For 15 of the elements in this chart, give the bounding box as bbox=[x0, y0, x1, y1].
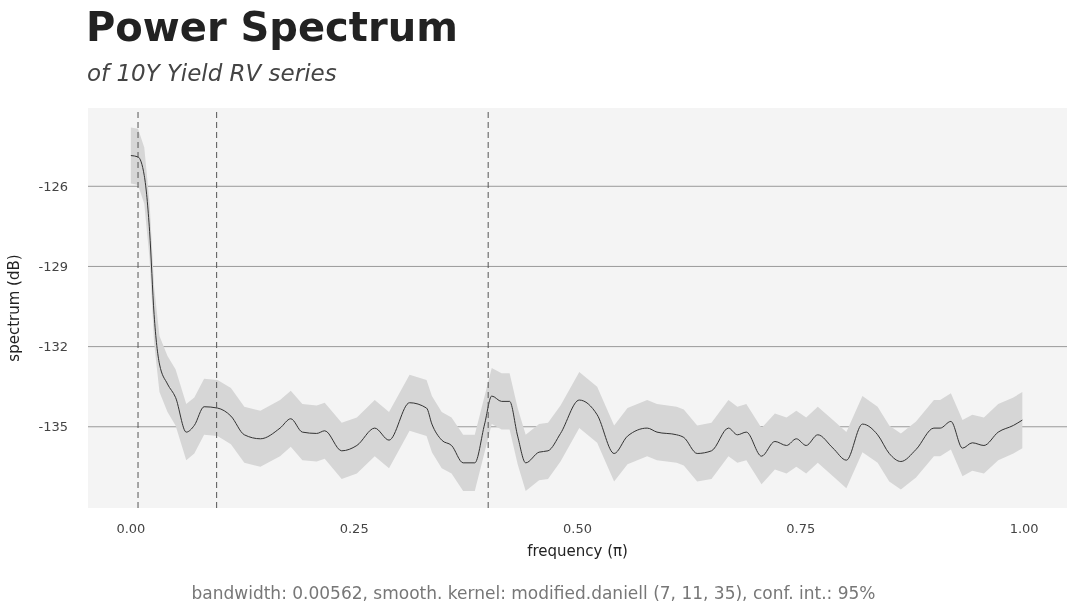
y-tick-label: -129 bbox=[38, 259, 68, 275]
x-tick-label: 0.50 bbox=[563, 521, 592, 537]
y-tick-label: -135 bbox=[38, 419, 68, 435]
text: bandwidth: 0.00562, smooth. kernel: modified.daniell (7, 11, 35), conf. int.: 95% bbox=[190, 583, 877, 603]
x-axis-title: frequency (π) bbox=[527, 542, 628, 560]
line-series bbox=[130, 155, 1023, 464]
x-tick-label: 0.25 bbox=[339, 521, 369, 537]
x-tick-label: 0.00 bbox=[116, 521, 146, 537]
chart-title: Power Spectrum bbox=[86, 4, 458, 50]
y-axis-title: spectrum (dB) bbox=[5, 254, 24, 362]
y-tick-label: -126 bbox=[38, 178, 68, 194]
y-tick-label: -132 bbox=[38, 339, 68, 355]
x-tick-label: 0.75 bbox=[786, 521, 816, 537]
chart-subtitle: of 10Y Yield RV series bbox=[87, 60, 337, 86]
x-tick-label: 1.00 bbox=[1009, 521, 1039, 537]
